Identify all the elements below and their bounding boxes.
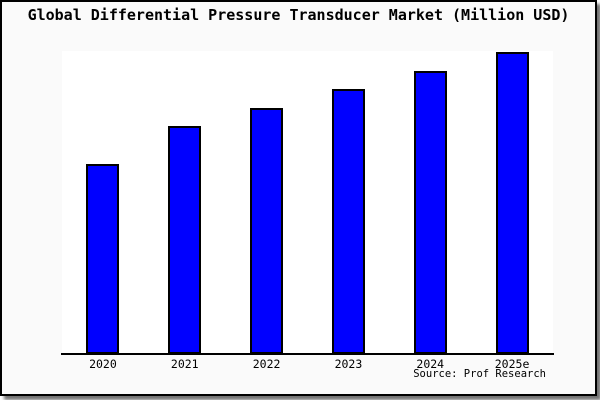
source-label: Source: Prof Research	[413, 368, 546, 380]
plot-area	[62, 51, 553, 354]
bar-2020	[86, 164, 120, 354]
x-tick-label-2024: 2024	[416, 357, 445, 371]
x-axis-line	[61, 353, 554, 355]
bar-2022	[250, 108, 284, 354]
x-tick-label-2025e: 2025e	[494, 357, 530, 371]
x-tick-label-2022: 2022	[252, 357, 281, 371]
chart-title: Global Differential Pressure Transducer …	[27, 6, 570, 24]
x-tick-label-2021: 2021	[170, 357, 199, 371]
bar-2023	[331, 89, 365, 354]
bar-2025e	[495, 52, 529, 354]
x-tick-label-2023: 2023	[334, 357, 363, 371]
x-tick-label-2020: 2020	[89, 357, 117, 371]
bar-2021	[168, 126, 202, 354]
bar-2024	[413, 71, 447, 354]
